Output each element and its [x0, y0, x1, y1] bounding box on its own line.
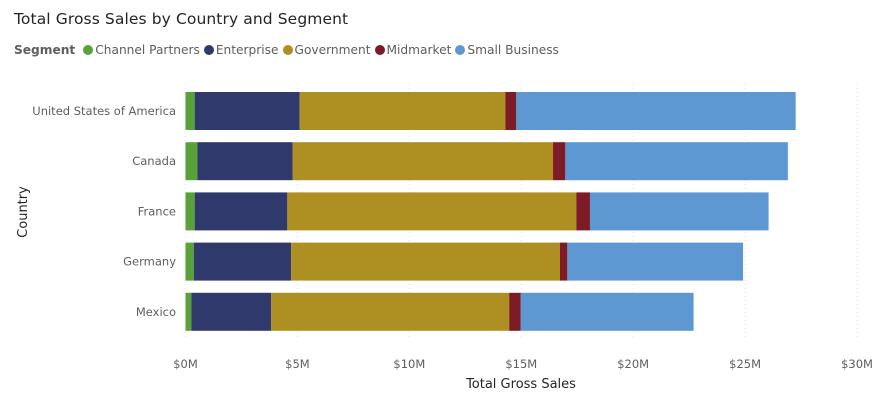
bar-row-united-states-of-america [185, 92, 796, 130]
bar-government[interactable] [287, 192, 577, 231]
bar-channel-partners[interactable] [185, 92, 195, 130]
bar-small-business[interactable] [520, 292, 694, 331]
legend-marker-icon [203, 45, 214, 55]
bar-channel-partners[interactable] [185, 192, 195, 231]
legend-marker-icon [374, 45, 385, 55]
bar-enterprise[interactable] [194, 92, 300, 130]
legend: Segment Channel Partners Enterprise Govern… [14, 43, 563, 57]
bar-government[interactable] [292, 142, 554, 181]
x-tick-label: $30M [841, 357, 873, 371]
legend-marker-icon [455, 45, 466, 55]
bar-midmarket[interactable] [553, 142, 566, 181]
x-tick-label: $10M [393, 357, 425, 371]
y-category-label: France [138, 204, 176, 218]
y-category-label: Germany [123, 255, 176, 269]
bar-row-france [185, 192, 769, 231]
legend-item-small-business[interactable]: Small Business [455, 43, 559, 57]
legend-label: Small Business [467, 43, 559, 57]
bar-government[interactable] [299, 92, 506, 130]
legend-item-enterprise[interactable]: Enterprise [203, 43, 279, 57]
bar-channel-partners[interactable] [185, 242, 194, 281]
bar-row-germany [185, 242, 744, 281]
x-tick-label: $25M [729, 357, 761, 371]
bar-enterprise[interactable] [193, 242, 292, 281]
legend-label: Government [294, 43, 371, 57]
legend-label: Channel Partners [95, 43, 200, 57]
bar-small-business[interactable] [516, 92, 796, 130]
bar-channel-partners[interactable] [185, 142, 198, 181]
bar-enterprise[interactable] [191, 292, 272, 331]
bar-midmarket[interactable] [505, 92, 517, 130]
x-axis-title: Total Gross Sales [465, 377, 576, 392]
bar-row-canada [185, 142, 788, 181]
y-category-label: United States of America [32, 104, 176, 118]
x-axis-ticks: $0M $5M $10M $15M $20M $25M $30M [173, 357, 873, 371]
legend-marker-icon [83, 45, 94, 55]
bar-midmarket[interactable] [559, 242, 568, 281]
legend-title: Segment [14, 43, 76, 57]
bar-enterprise[interactable] [194, 192, 288, 231]
bar-government[interactable] [271, 292, 510, 331]
x-tick-label: $20M [617, 357, 649, 371]
bar-small-business[interactable] [565, 142, 788, 181]
bars [185, 92, 796, 331]
bar-small-business[interactable] [589, 192, 769, 231]
y-axis-categories: United States of America Canada France Germ… [32, 104, 176, 319]
bar-government[interactable] [291, 242, 560, 281]
x-tick-label: $15M [505, 357, 537, 371]
y-axis-title: Country [16, 186, 31, 238]
bar-midmarket[interactable] [576, 192, 590, 231]
legend-label: Midmarket [386, 43, 452, 57]
legend-item-channel-partners[interactable]: Channel Partners [83, 43, 200, 57]
y-category-label: Canada [132, 154, 176, 168]
bar-midmarket[interactable] [509, 292, 521, 331]
legend-marker-icon [282, 45, 293, 55]
bar-channel-partners[interactable] [185, 292, 192, 331]
legend-item-midmarket[interactable]: Midmarket [374, 43, 452, 57]
x-tick-label: $0M [173, 357, 198, 371]
legend-items: Channel Partners Enterprise Government Midm… [83, 43, 563, 57]
y-category-label: Mexico [136, 305, 176, 319]
x-tick-label: $5M [285, 357, 310, 371]
bar-enterprise[interactable] [197, 142, 293, 181]
bar-small-business[interactable] [567, 242, 744, 281]
chart-title: Total Gross Sales by Country and Segment [14, 10, 349, 28]
legend-label: Enterprise [215, 43, 279, 57]
legend-item-government[interactable]: Government [282, 43, 371, 57]
bar-row-mexico [185, 292, 694, 331]
